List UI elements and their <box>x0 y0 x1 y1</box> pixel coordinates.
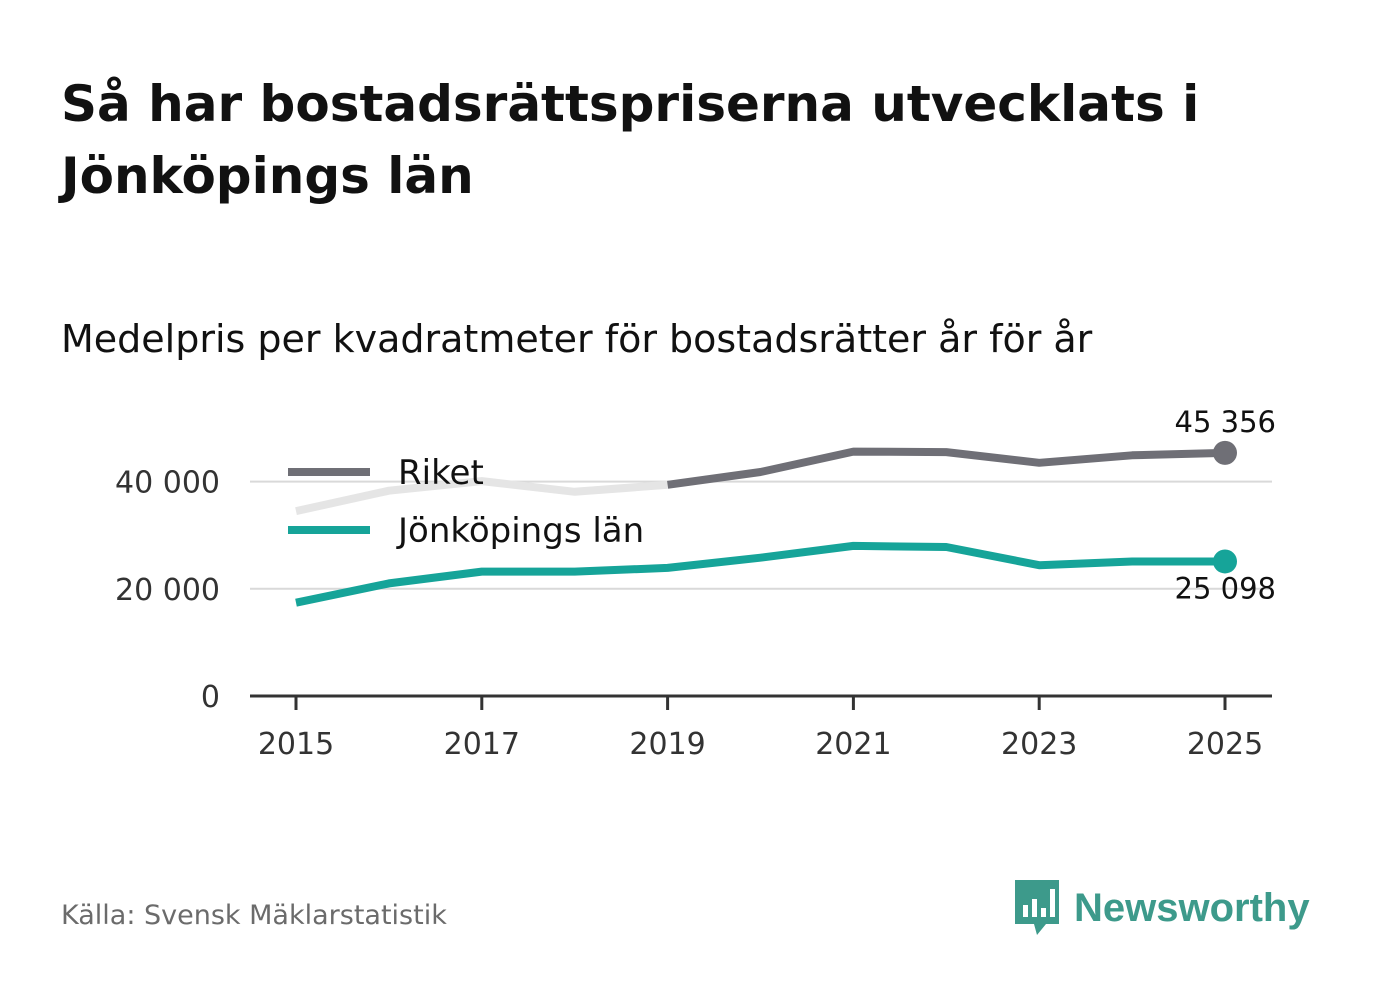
x-tick-label: 2025 <box>1187 727 1263 762</box>
end-label-jonkopings-lan: 25 098 <box>1175 571 1276 605</box>
chart-title: Så har bostadsrättspriserna utvecklats i… <box>61 75 1200 205</box>
series-lines <box>295 440 1237 607</box>
legend-label-riket: Riket <box>398 453 484 493</box>
x-tick-label: 2017 <box>444 727 520 762</box>
y-tick-label: 20 000 <box>115 573 220 608</box>
legend: Riket Jönköpings län <box>288 453 644 551</box>
end-marker-jonkopings-lan <box>1213 549 1237 574</box>
end-marker-riket <box>1213 440 1237 465</box>
x-tick-label: 2021 <box>815 727 891 762</box>
legend-label-jonkopings-lan: Jönköpings län <box>396 511 644 551</box>
newsworthy-logo-icon <box>1015 880 1059 935</box>
y-tick-label: 40 000 <box>115 466 220 501</box>
grid-lines <box>250 480 1272 590</box>
brand-logo: Newsworthy <box>1012 878 1310 938</box>
chart-subtitle: Medelpris per kvadratmeter för bostadsrä… <box>61 317 1093 361</box>
series-line-jonkopings-lan <box>295 541 1225 607</box>
source-note: Källa: Svensk Mäklarstatistik <box>61 900 447 931</box>
x-tick-label: 2023 <box>1001 727 1077 762</box>
end-labels: 45 356 25 098 <box>1175 405 1276 606</box>
series-line-riket <box>667 447 1226 489</box>
brand-name: Newsworthy <box>1074 885 1310 930</box>
end-label-riket: 45 356 <box>1175 405 1276 439</box>
x-tick-label: 2015 <box>258 727 334 762</box>
axes: 0 20 000 40 000 2015 2017 2019 2021 2023 2025 <box>115 466 1272 762</box>
y-tick-label: 0 <box>201 680 220 715</box>
x-tick-label: 2019 <box>629 727 705 762</box>
series-line-riket-faded <box>295 477 668 516</box>
